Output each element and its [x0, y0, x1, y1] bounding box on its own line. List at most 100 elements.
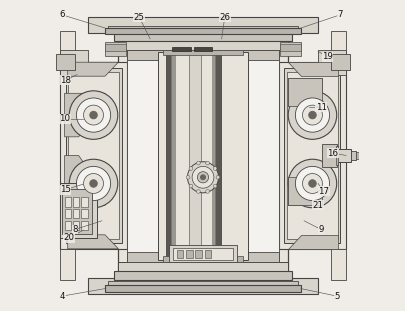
Polygon shape [330, 31, 345, 62]
Text: 11: 11 [315, 103, 326, 112]
Circle shape [189, 184, 192, 188]
Bar [114, 271, 291, 280]
Polygon shape [64, 156, 105, 205]
Bar [171, 47, 190, 51]
Circle shape [215, 175, 219, 179]
Circle shape [288, 91, 336, 139]
Bar [171, 52, 175, 260]
Text: 7: 7 [336, 11, 342, 19]
Bar [108, 281, 297, 289]
Circle shape [187, 162, 218, 193]
Circle shape [302, 174, 322, 193]
Bar [88, 17, 317, 33]
Circle shape [192, 166, 213, 188]
Bar [336, 149, 350, 162]
Circle shape [295, 166, 329, 201]
Polygon shape [60, 31, 75, 62]
Text: 6: 6 [60, 11, 65, 19]
Bar [321, 144, 337, 167]
Text: 5: 5 [333, 292, 339, 300]
Bar [88, 278, 317, 294]
Circle shape [200, 175, 205, 180]
Bar [279, 44, 300, 51]
Circle shape [196, 190, 200, 193]
Text: 10: 10 [59, 114, 70, 123]
Bar [60, 50, 88, 75]
Polygon shape [330, 249, 345, 280]
Bar [195, 250, 202, 258]
Circle shape [186, 175, 190, 179]
Bar [317, 50, 345, 75]
Circle shape [205, 161, 209, 165]
Text: 8: 8 [72, 225, 77, 234]
Circle shape [213, 167, 216, 170]
Polygon shape [287, 62, 337, 76]
Bar [81, 209, 87, 218]
Bar [215, 52, 220, 260]
Bar [73, 209, 79, 218]
Circle shape [76, 166, 110, 201]
Circle shape [90, 180, 97, 187]
Circle shape [197, 172, 208, 183]
Bar [162, 50, 243, 55]
Bar [118, 262, 287, 278]
Circle shape [308, 111, 315, 119]
Circle shape [69, 91, 117, 139]
Bar [173, 248, 232, 260]
Bar [105, 42, 126, 56]
Circle shape [213, 184, 216, 188]
Circle shape [83, 174, 103, 193]
Polygon shape [68, 235, 118, 249]
Bar [118, 33, 287, 50]
Bar [64, 197, 70, 207]
Polygon shape [68, 62, 118, 76]
Bar [284, 68, 340, 243]
Bar [126, 50, 279, 60]
Circle shape [295, 98, 329, 132]
Bar [62, 189, 92, 234]
Polygon shape [287, 235, 337, 249]
Bar [185, 250, 192, 258]
Bar [279, 42, 300, 56]
Bar [176, 250, 183, 258]
Bar [279, 62, 345, 249]
Bar [105, 44, 126, 51]
Bar [81, 197, 87, 207]
Bar [64, 209, 70, 218]
Bar [335, 146, 337, 165]
Bar [350, 151, 356, 160]
Polygon shape [287, 177, 321, 205]
Bar [56, 54, 75, 70]
Text: 25: 25 [133, 13, 145, 21]
Bar [211, 52, 215, 260]
Polygon shape [60, 249, 75, 280]
Bar [165, 52, 171, 260]
Text: 26: 26 [219, 13, 230, 21]
Bar [68, 72, 119, 239]
Bar [330, 54, 349, 70]
Text: 16: 16 [327, 149, 338, 157]
Bar [162, 256, 243, 262]
Bar [126, 50, 279, 262]
Circle shape [288, 159, 336, 208]
Polygon shape [287, 78, 321, 106]
Circle shape [69, 159, 117, 208]
Text: 4: 4 [60, 292, 65, 300]
Bar [60, 62, 126, 249]
Text: 17: 17 [318, 187, 328, 196]
Bar [108, 26, 297, 33]
Bar [204, 250, 211, 258]
Bar [126, 252, 279, 262]
Text: 15: 15 [60, 185, 71, 194]
Bar [158, 52, 247, 260]
Text: 21: 21 [312, 201, 323, 210]
Bar [64, 221, 70, 230]
Bar [60, 183, 97, 238]
Bar [287, 78, 321, 106]
Circle shape [196, 161, 200, 165]
Polygon shape [64, 93, 105, 137]
Bar [287, 177, 321, 205]
Bar [118, 33, 287, 278]
Bar [356, 152, 358, 159]
Bar [189, 52, 201, 260]
